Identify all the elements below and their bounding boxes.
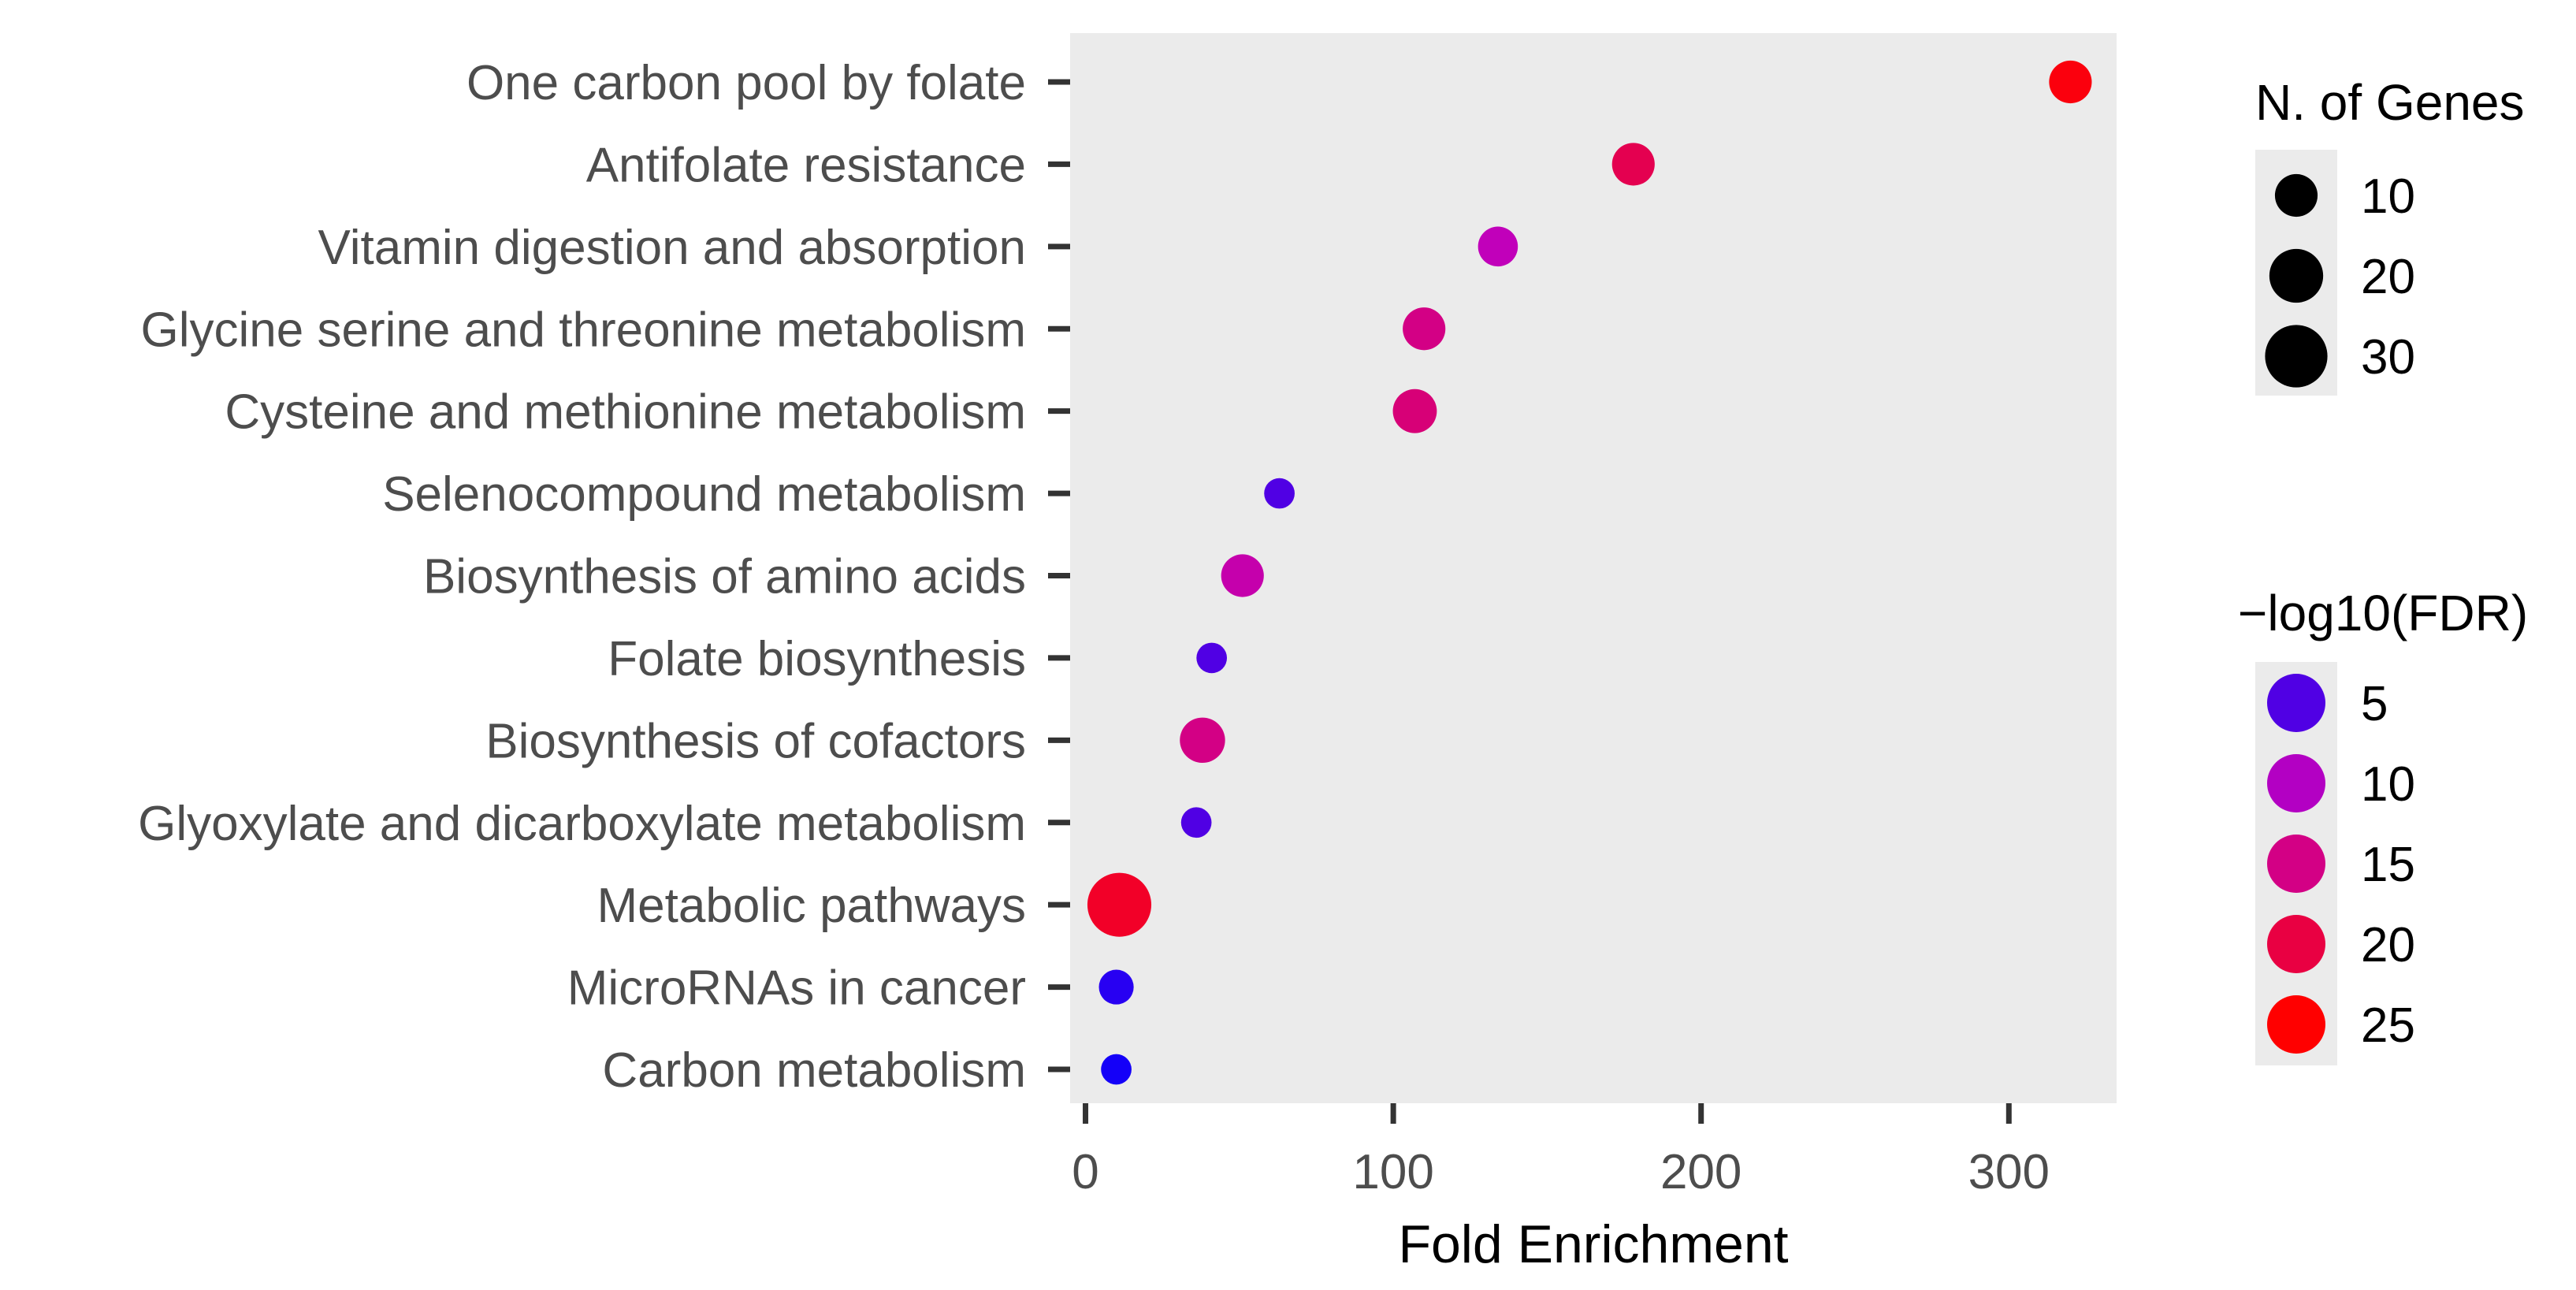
data-point (1403, 307, 1446, 351)
color-legend-key (2267, 915, 2325, 973)
size-legend-label: 30 (2361, 330, 2415, 385)
data-point (2049, 60, 2092, 104)
y-tick-label: Antifolate resistance (586, 138, 1026, 192)
y-tick-label: Biosynthesis of cofactors (485, 714, 1026, 768)
data-point (1180, 717, 1225, 764)
y-tick-label: MicroRNAs in cancer (567, 961, 1026, 1016)
size-legend: 10 20 30 (2265, 169, 2415, 388)
x-axis-ticks (1083, 1103, 2012, 1124)
color-legend-label: 15 (2361, 838, 2415, 892)
data-points (1087, 60, 2092, 1085)
size-legend-label: 20 (2361, 250, 2415, 304)
y-tick-label: Glyoxylate and dicarboxylate metabolism (138, 797, 1026, 851)
y-tick-label: Vitamin digestion and absorption (318, 221, 1026, 275)
y-tick-label: Cysteine and methionine metabolism (225, 385, 1026, 440)
data-point (1101, 1054, 1132, 1085)
color-legend-key (2267, 754, 2325, 812)
x-axis-labels: 0 100 200 300 (1072, 1145, 2050, 1199)
x-tick-label: 300 (1968, 1145, 2050, 1199)
size-legend-label: 10 (2361, 169, 2415, 224)
color-legend-key (2267, 835, 2325, 893)
size-legend-key (2274, 173, 2318, 217)
color-legend-label: 20 (2361, 918, 2415, 972)
data-point (1221, 554, 1264, 597)
y-tick-label: Carbon metabolism (602, 1043, 1026, 1098)
color-legend-key (2267, 995, 2325, 1054)
x-axis-title: Fold Enrichment (1398, 1214, 1788, 1274)
y-tick-label: Metabolic pathways (597, 879, 1027, 933)
data-point (1478, 226, 1518, 267)
y-tick-label: Biosynthesis of amino acids (423, 550, 1026, 604)
x-tick-label: 200 (1660, 1145, 1741, 1199)
y-tick-label: Glycine serine and threonine metabolism (141, 303, 1026, 357)
size-legend-key (2265, 325, 2328, 388)
data-point (1196, 642, 1228, 674)
data-point (1180, 807, 1212, 838)
data-point (1098, 969, 1134, 1005)
data-point (1611, 143, 1655, 186)
data-point (1264, 478, 1295, 509)
y-tick-label: Selenocompound metabolism (382, 467, 1026, 522)
y-axis-labels: One carbon pool by folate Antifolate resi… (138, 56, 1026, 1098)
color-legend-label: 25 (2361, 998, 2415, 1053)
data-point (1392, 388, 1437, 433)
size-legend-key (2269, 248, 2324, 303)
y-tick-label: One carbon pool by folate (467, 56, 1026, 110)
data-point (1087, 872, 1152, 937)
color-legend: 5 10 15 20 25 (2267, 674, 2415, 1054)
color-legend-label: 5 (2361, 677, 2388, 731)
y-axis-ticks (1048, 79, 1070, 1073)
color-legend-title: −log10(FDR) (2238, 585, 2528, 641)
y-tick-label: Folate biosynthesis (608, 632, 1026, 686)
color-legend-key (2267, 674, 2325, 732)
x-tick-label: 0 (1072, 1145, 1098, 1199)
x-tick-label: 100 (1352, 1145, 1433, 1199)
size-legend-title: N. of Genes (2255, 74, 2525, 131)
color-legend-label: 10 (2361, 757, 2415, 812)
